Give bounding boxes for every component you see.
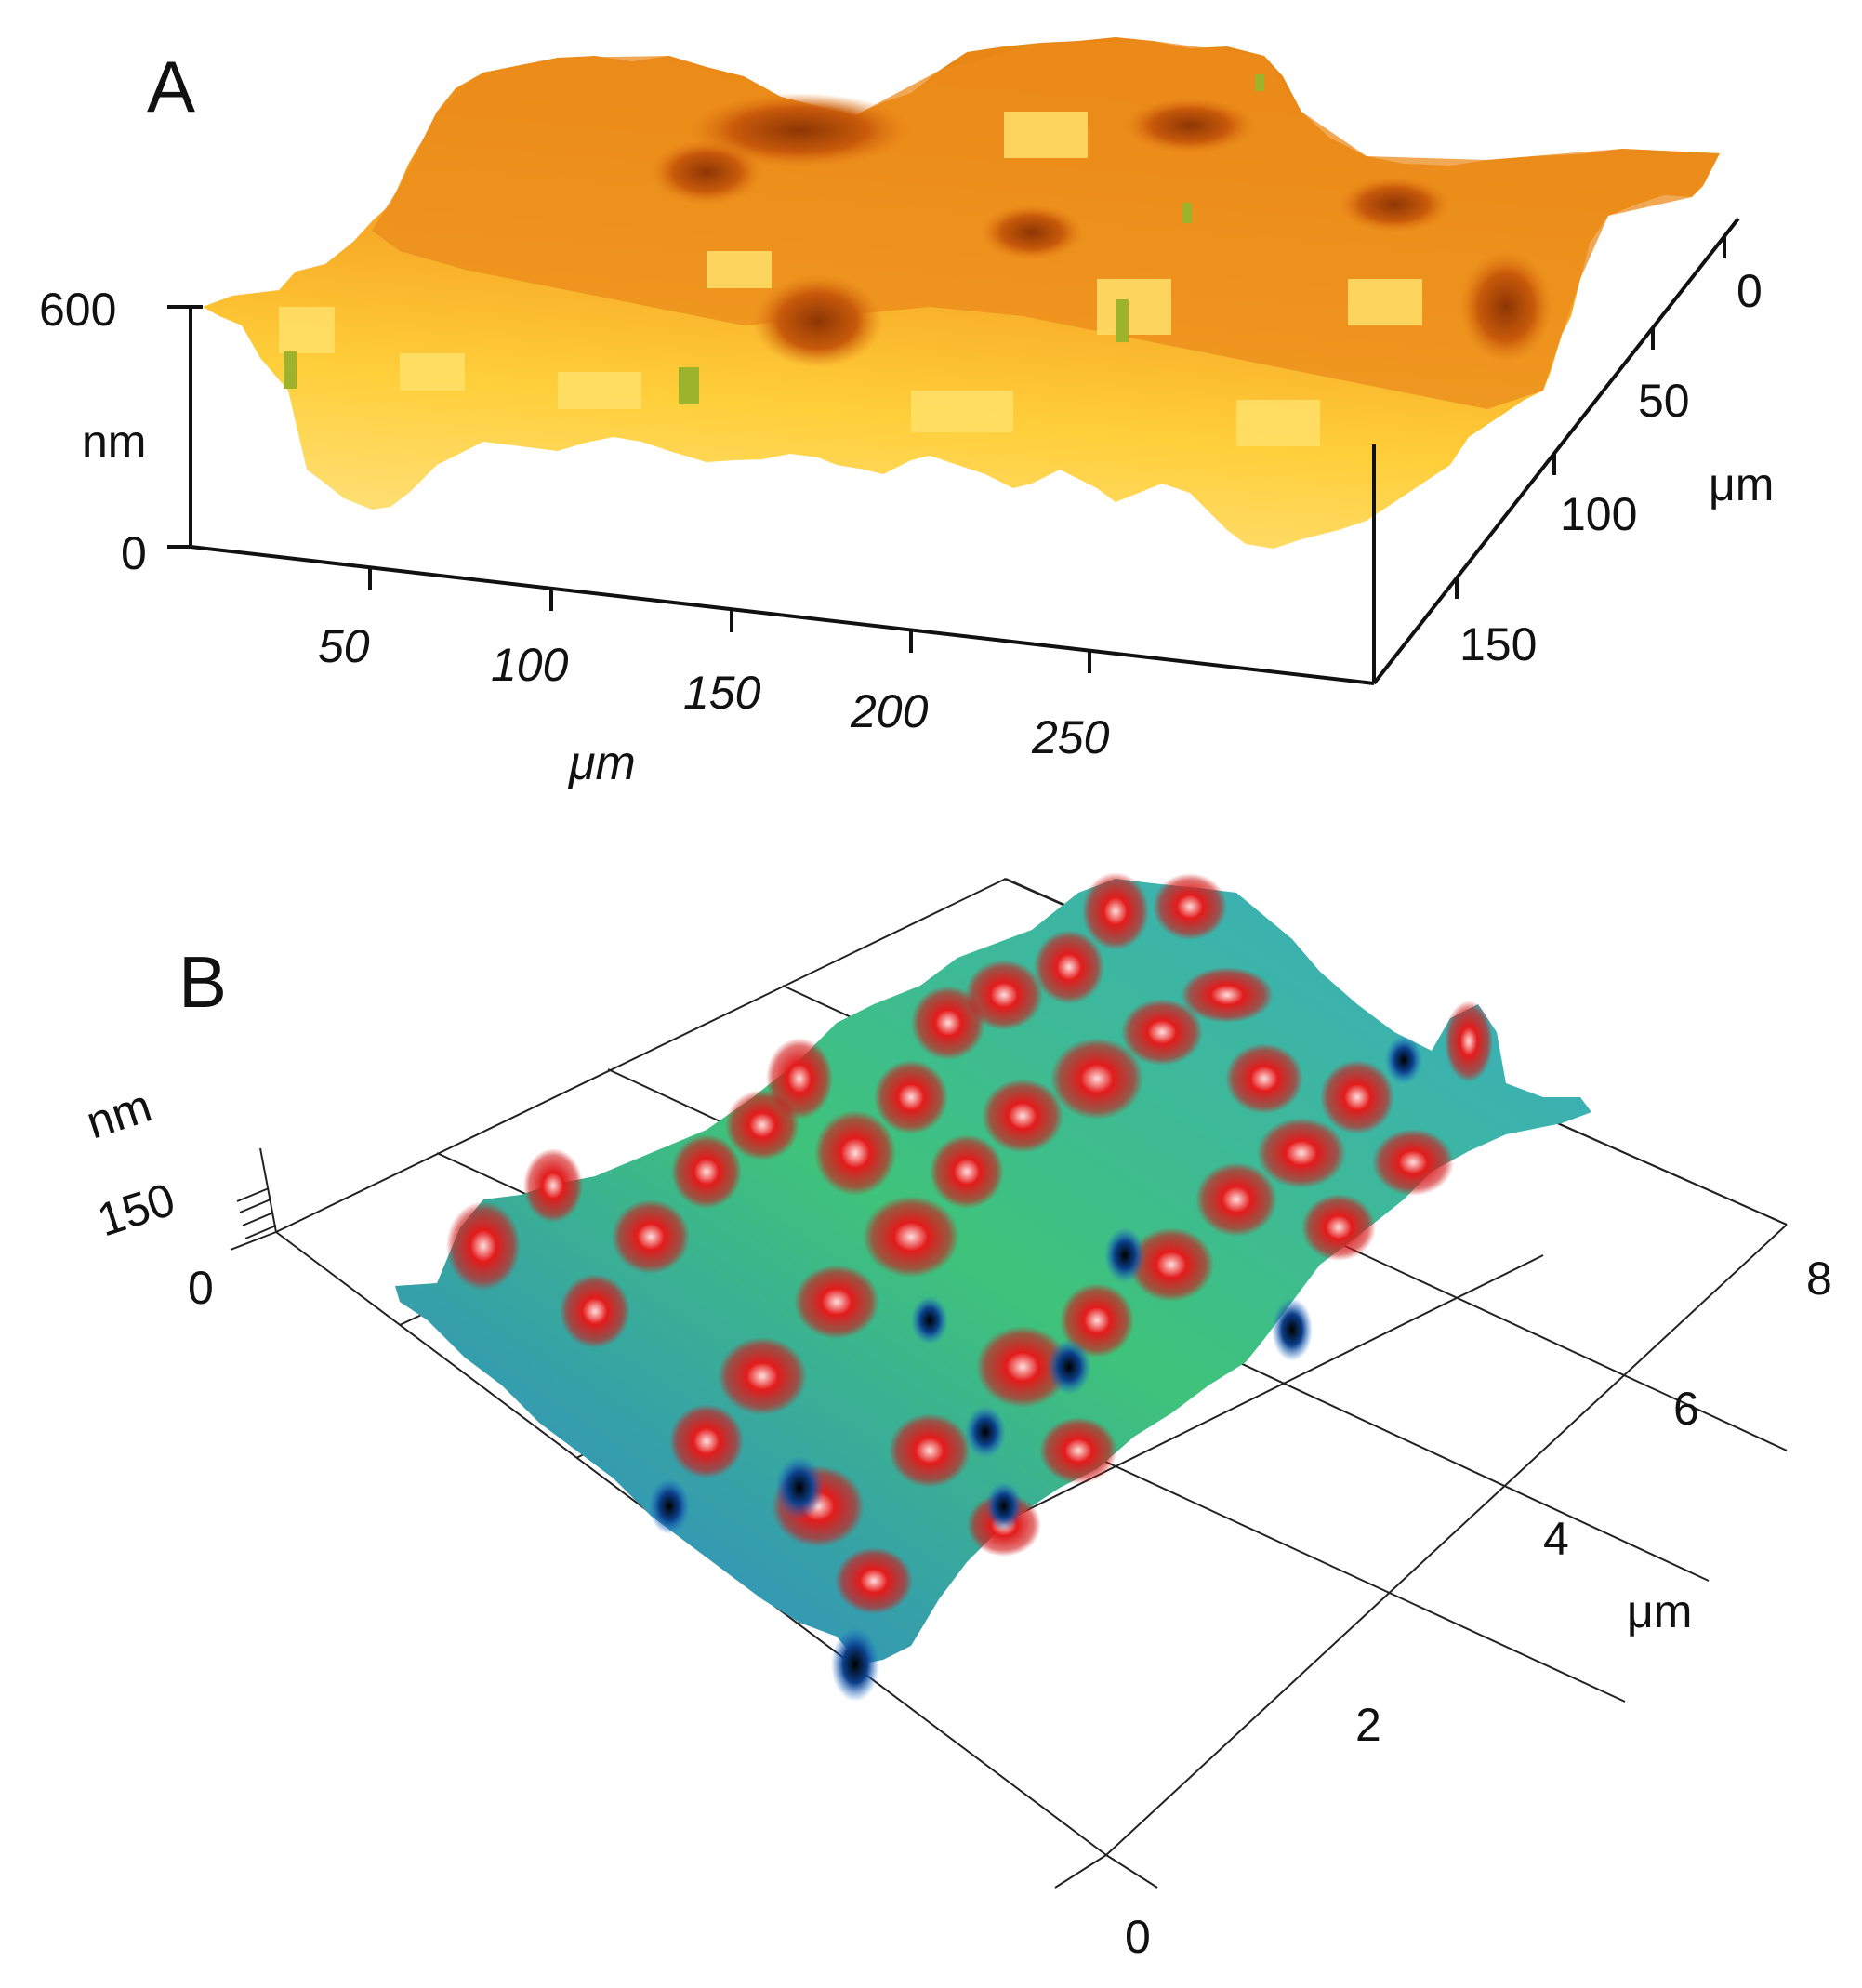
panel-a-y-unit: μm [1709, 458, 1774, 510]
panel-a-axes [167, 217, 1740, 685]
panel-b-front-right-edge [1105, 1224, 1788, 1856]
panel-a-pit [1125, 98, 1255, 153]
panel-a-pit [1339, 177, 1450, 232]
panel-b-pits [649, 1036, 1422, 1702]
panel-a-highlights [279, 112, 1422, 446]
panel-b-z-tick-150: 150 [91, 1173, 181, 1246]
panel-a-surface [203, 37, 1720, 549]
panel-a-pit [651, 139, 762, 205]
panel-b-y-tick-4: 4 [1543, 1513, 1569, 1565]
panel-a: A [39, 37, 1774, 790]
panel-b-peaks [446, 872, 1493, 1614]
panel-a-z-tick-600: 600 [39, 284, 116, 336]
panel-a-label: A [147, 46, 195, 127]
panel-a-z-axis [189, 305, 203, 547]
panel-b-y-tick-6: 6 [1673, 1383, 1699, 1435]
panel-b-z-unit: nm [80, 1080, 157, 1149]
panel-a-y-axis [1372, 217, 1740, 685]
panel-a-x-tick-250: 250 [1031, 711, 1110, 763]
panel-a-x-tick-50: 50 [318, 620, 370, 672]
panel-a-x-tick-100: 100 [491, 639, 569, 691]
panel-b-back-edge [275, 878, 1007, 1233]
panel-a-pit [981, 205, 1083, 260]
panel-a-x-ticks [368, 568, 1091, 673]
panel-a-x-tick-200: 200 [850, 685, 929, 737]
panel-a-y-tick-150: 150 [1459, 618, 1537, 670]
panel-a-z-unit: nm [82, 416, 146, 468]
panel-a-z-tick-0: 0 [121, 527, 147, 579]
panel-b-label: B [178, 941, 227, 1023]
panel-a-y-ticks [1455, 237, 1726, 599]
panel-a-x-axis [190, 545, 1375, 685]
panel-b: B [80, 872, 1832, 1963]
panel-b-surface [395, 872, 1591, 1702]
panel-a-y-tick-0: 0 [1737, 265, 1763, 317]
panel-b-y-unit: μm [1627, 1585, 1692, 1637]
panel-a-y-tick-100: 100 [1560, 488, 1637, 540]
panel-b-z-tick-0: 0 [188, 1262, 214, 1314]
panel-a-pit [1459, 251, 1552, 363]
panel-b-z-axis [230, 1147, 277, 1251]
panel-a-x-tick-150: 150 [683, 667, 761, 719]
panel-b-x-tick-0: 0 [1125, 1911, 1151, 1963]
panel-b-y-tick-8: 8 [1806, 1252, 1832, 1305]
panel-a-x-unit: μm [567, 736, 636, 790]
panel-a-pit [753, 274, 883, 367]
panel-b-y-tick-2: 2 [1355, 1699, 1381, 1751]
panel-a-spikes [284, 74, 1264, 404]
panel-a-y-tick-50: 50 [1638, 375, 1690, 427]
